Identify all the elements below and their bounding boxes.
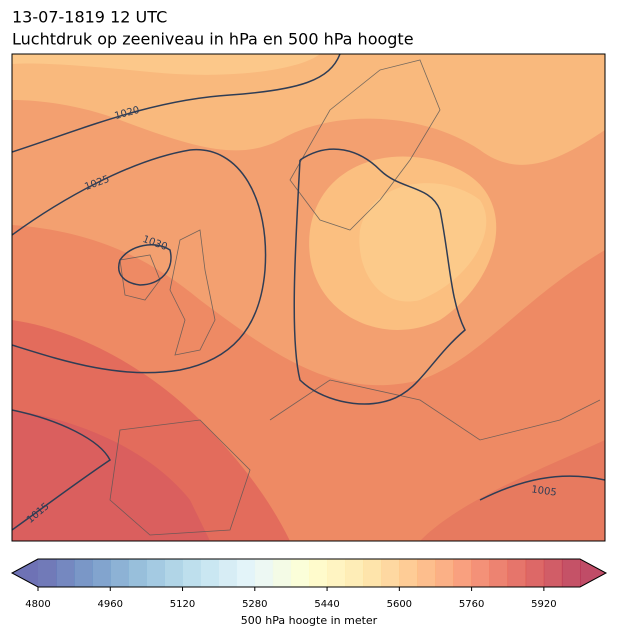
colorbar-tick-label: 4800: [25, 599, 50, 610]
field: [359, 183, 487, 302]
map: 1020 1025 1030 1015 1005: [12, 54, 605, 541]
colorbar-segment: [290, 559, 310, 587]
isobar: [12, 54, 341, 153]
isobar-label: 1005: [531, 484, 558, 498]
colorbar-segment: [200, 559, 219, 587]
colorbar-tick-label: 4960: [98, 599, 123, 610]
colorbar-outline: [10, 558, 608, 588]
colorbar-segment: [272, 559, 292, 587]
coastline: [109, 419, 251, 536]
isobar: [12, 409, 111, 531]
colorbar-segment: [525, 559, 545, 587]
colorbar-extend: [12, 559, 38, 587]
isobar: [479, 475, 605, 501]
colorbar-segment: [164, 559, 183, 587]
colorbar-segment: [453, 559, 472, 587]
colorbar: 4800 4960 5120 5280 5440 5600 5760 5920: [10, 558, 608, 610]
isobar: [293, 148, 466, 405]
colorbar-segment: [146, 559, 165, 587]
colorbar-segment: [417, 559, 436, 587]
colorbar-segment: [236, 559, 256, 587]
field: [12, 54, 605, 165]
colorbar-segment: [128, 559, 147, 587]
field: [12, 410, 210, 541]
colorbar-segment: [381, 559, 400, 587]
colorbar-segment: [435, 559, 454, 587]
isobar: [118, 244, 172, 286]
colorbar-tick-label: 5600: [387, 599, 412, 610]
isobar: [12, 149, 267, 374]
map-frame: [11, 53, 606, 542]
title: 13-07-1819 12 UTC: [12, 8, 167, 27]
colorbar-segment: [92, 559, 111, 587]
colorbar-label: 500 hPa hoogte in meter: [241, 614, 378, 627]
coastline: [169, 229, 216, 356]
colorbar-tick-label: 5280: [242, 599, 267, 610]
colorbar-segment: [218, 559, 238, 587]
colorbar-segment: [489, 559, 509, 587]
colorbar-segment: [345, 559, 364, 587]
colorbar-segment: [507, 559, 527, 587]
colorbar-segment: [399, 559, 418, 587]
colorbar-segment: [561, 559, 581, 587]
colorbar-segment: [309, 559, 328, 587]
colorbar-segment: [471, 559, 490, 587]
colorbar-segment: [110, 559, 129, 587]
colorbar-segment: [543, 559, 563, 587]
colorbar-segment: [38, 559, 57, 587]
field: [12, 54, 320, 75]
field: [420, 440, 605, 541]
colorbar-tick-label: 5760: [459, 599, 484, 610]
colorbar-segment: [254, 559, 274, 587]
colorbar-segment: [182, 559, 201, 587]
colorbar-segment: [363, 559, 382, 587]
coastline: [119, 254, 161, 301]
coastline: [269, 379, 601, 441]
colorbar-segment: [74, 559, 93, 587]
colorbar-extend: [580, 559, 606, 587]
colorbar-tick-label: 5120: [170, 599, 195, 610]
colorbar-segment: [327, 559, 346, 587]
colorbar-tick-label: 5440: [314, 599, 339, 610]
subtitle: Luchtdruk op zeeniveau in hPa en 500 hPa…: [12, 30, 414, 49]
coastline: [289, 59, 441, 231]
colorbar-segment: [56, 559, 75, 587]
colorbar-tick-label: 5920: [531, 599, 556, 610]
